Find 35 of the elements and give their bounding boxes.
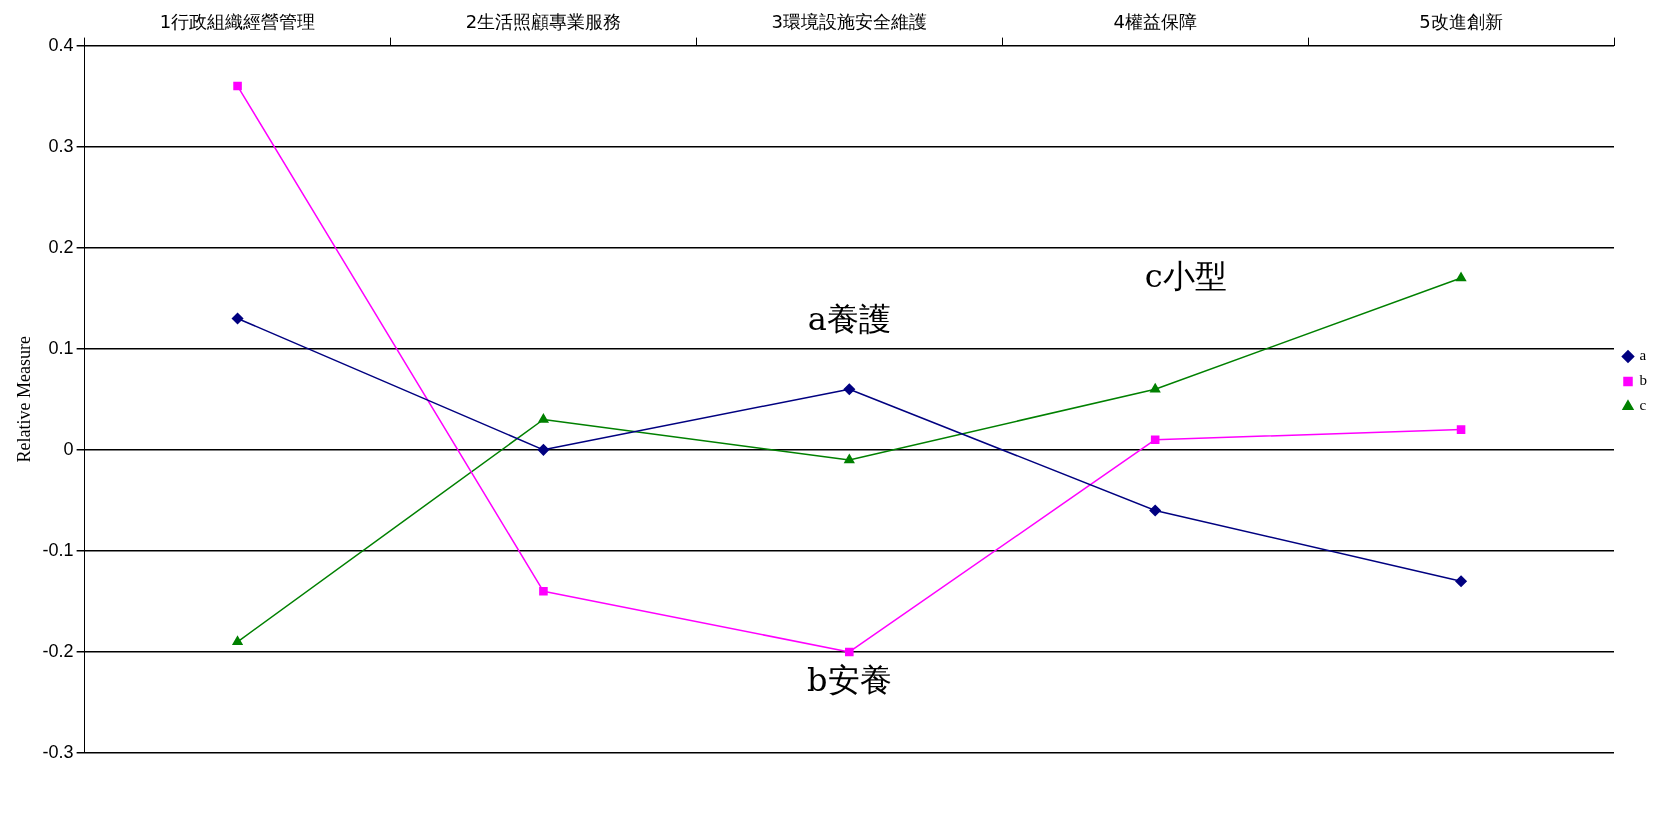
y-tick-label: -0.3 [42,741,74,762]
point [539,587,548,596]
x-tick-label: 2生活照顧專業服務 [465,11,622,33]
point [844,454,855,464]
y-tick-label: -0.2 [42,640,74,661]
point [843,383,856,395]
x-tick-label: 5改進創新 [1419,11,1503,33]
y-axis-title: Relative Measure [13,336,34,463]
y-tick-label: 0.1 [48,337,74,358]
legend-label: b [1639,372,1647,389]
x-tick-label: 1行政組織經營管理 [159,11,316,33]
legend-label: c [1639,397,1647,414]
y-tick-label: 0 [63,438,74,459]
y-tick-label: -0.1 [42,539,74,560]
point [233,81,242,91]
x-tick-label: 4權益保障 [1113,11,1197,33]
point [845,647,854,657]
point [232,636,243,646]
point [537,444,550,456]
x-tick-label: 3環境設施安全維護 [771,11,928,33]
legend-label: a [1639,347,1647,364]
y-tick-label: 0.3 [48,135,74,156]
point [1456,425,1466,434]
point [1150,435,1160,445]
point [1455,575,1467,587]
point [1150,383,1161,393]
annotation: a養護 [807,299,891,338]
annotation: c小型 [1144,257,1227,296]
point [538,413,549,423]
y-tick-label: 0.4 [48,34,74,55]
point [1149,504,1161,517]
point [231,312,244,325]
annotation: b安養 [807,660,892,699]
y-tick-label: 0.2 [48,236,74,257]
point [1455,272,1467,282]
